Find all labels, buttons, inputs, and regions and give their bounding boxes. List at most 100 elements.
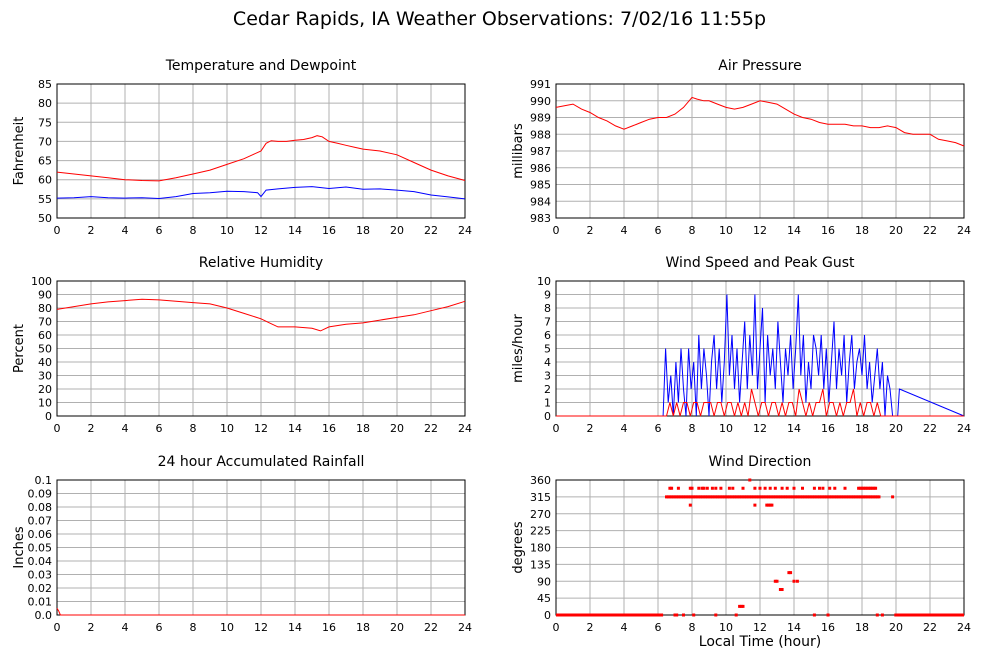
- data-point: [848, 495, 852, 499]
- data-point: [891, 495, 895, 499]
- data-point: [865, 486, 869, 490]
- data-point: [853, 495, 857, 499]
- data-point: [870, 486, 874, 490]
- x-tick-label: 4: [122, 422, 129, 435]
- y-tick-label: 70: [38, 135, 52, 148]
- data-point: [733, 495, 736, 499]
- data-point: [855, 495, 859, 499]
- y-tick-label: 180: [530, 542, 551, 555]
- data-point: [765, 503, 769, 507]
- data-point: [821, 495, 825, 499]
- series-line: [556, 388, 964, 417]
- y-tick-label: 987: [530, 145, 551, 158]
- data-point: [741, 486, 745, 490]
- plot-frame: [56, 280, 466, 417]
- data-point: [869, 486, 872, 490]
- x-tick-label: 2: [88, 422, 95, 435]
- y-tick-label: 65: [38, 155, 52, 168]
- data-point: [867, 486, 871, 490]
- data-point: [734, 613, 738, 617]
- data-point: [760, 495, 764, 499]
- y-tick-label: 8: [544, 302, 551, 315]
- data-point: [874, 486, 878, 490]
- data-point: [865, 495, 869, 499]
- x-tick-label: 14: [787, 224, 801, 237]
- x-tick-label: 14: [787, 422, 801, 435]
- data-point: [727, 486, 731, 490]
- data-point: [688, 495, 692, 499]
- x-tick-label: 0: [54, 422, 61, 435]
- x-tick-label: 18: [356, 224, 370, 237]
- chart-title: 24 hour Accumulated Rainfall: [158, 454, 365, 470]
- data-point: [700, 486, 704, 490]
- data-point: [773, 579, 777, 583]
- data-point: [784, 495, 787, 499]
- data-point: [843, 486, 847, 490]
- data-point: [845, 495, 849, 499]
- y-tick-label: 0.08: [28, 501, 53, 514]
- y-tick-label: 5: [544, 343, 551, 356]
- y-tick-label: 989: [530, 112, 551, 125]
- x-tick-label: 4: [621, 422, 628, 435]
- y-tick-label: 0.05: [28, 542, 53, 555]
- data-point: [770, 495, 774, 499]
- data-point: [792, 495, 796, 499]
- data-point: [763, 495, 767, 499]
- x-tick-label: 24: [957, 422, 971, 435]
- y-tick-label: 135: [530, 558, 551, 571]
- y-tick-label: 984: [530, 195, 551, 208]
- data-point: [772, 495, 776, 499]
- data-point: [877, 495, 881, 499]
- data-point: [818, 486, 821, 490]
- y-tick-label: 991: [530, 78, 551, 91]
- series-line: [556, 294, 965, 417]
- data-point: [852, 495, 855, 499]
- data-point: [705, 495, 709, 499]
- x-tick-label: 4: [122, 621, 129, 634]
- data-point: [768, 503, 772, 507]
- x-tick-label: 18: [855, 621, 869, 634]
- data-point: [787, 571, 791, 575]
- chart-title: Wind Speed and Peak Gust: [666, 255, 855, 271]
- x-tick-label: 8: [190, 621, 197, 634]
- data-point: [828, 486, 832, 490]
- data-point: [758, 495, 762, 499]
- x-tick-label: 10: [719, 621, 733, 634]
- x-tick-label: 4: [621, 224, 628, 237]
- y-tick-label: 30: [38, 370, 52, 383]
- data-point: [717, 495, 721, 499]
- data-point: [819, 495, 823, 499]
- y-tick-label: 4: [544, 356, 551, 369]
- y-tick-label: 988: [530, 128, 551, 141]
- x-tick-label: 22: [923, 422, 937, 435]
- chart-title: Temperature and Dewpoint: [165, 58, 357, 74]
- y-tick-label: 45: [537, 592, 551, 605]
- data-point: [806, 495, 810, 499]
- x-tick-label: 24: [458, 422, 472, 435]
- x-tick-label: 18: [356, 422, 370, 435]
- data-point: [787, 495, 791, 499]
- data-point: [670, 495, 674, 499]
- y-tick-label: 983: [530, 212, 551, 225]
- x-tick-label: 6: [655, 422, 662, 435]
- data-point: [705, 486, 709, 490]
- data-point: [673, 495, 677, 499]
- y-tick-label: 60: [38, 329, 52, 342]
- data-point: [780, 588, 784, 591]
- y-tick-label: 50: [38, 343, 52, 356]
- x-tick-label: 20: [889, 621, 903, 634]
- x-tick-label: 16: [821, 422, 835, 435]
- data-point: [874, 495, 878, 499]
- x-tick-label: 0: [553, 224, 560, 237]
- chart-title: Air Pressure: [718, 58, 801, 74]
- series-line: [555, 96, 965, 147]
- data-point: [756, 495, 760, 499]
- y-tick-label: 10: [537, 275, 551, 288]
- data-point: [811, 495, 815, 499]
- data-point: [714, 495, 718, 499]
- data-point: [753, 503, 757, 507]
- data-point: [710, 495, 714, 499]
